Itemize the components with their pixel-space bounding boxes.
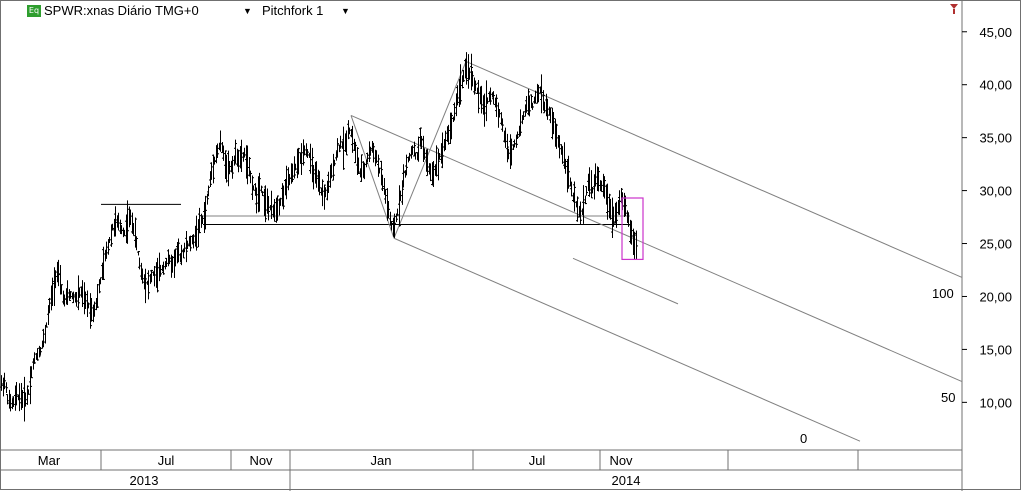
y-tick-label: 10,00: [979, 395, 1012, 410]
pitchfork-lower-line: [393, 237, 861, 442]
highlight-box[interactable]: [621, 197, 644, 261]
pitchfork-level-label: 100: [932, 286, 954, 301]
y-tick-label: 15,00: [979, 342, 1012, 357]
equity-icon: Eq: [27, 5, 41, 17]
pitchfork-upper-line: [465, 60, 963, 278]
chevron-down-icon[interactable]: ▼: [341, 6, 350, 16]
x-year-label: 2014: [612, 473, 641, 488]
x-month-label: Jan: [371, 453, 392, 468]
pitchfork-extra-line: [572, 257, 679, 305]
date-axis-separators: [100, 450, 859, 491]
y-tick-label: 25,00: [979, 237, 1012, 252]
y-tick-label: 35,00: [979, 131, 1012, 146]
x-month-label: Nov: [609, 453, 633, 468]
study-title[interactable]: Pitchfork 1: [262, 3, 324, 18]
y-tick-label: 40,00: [979, 78, 1012, 93]
date-axis: Mar Jul Nov Jan Jul Nov 2013 2014: [38, 453, 641, 488]
x-month-label: Mar: [38, 453, 61, 468]
highlight-rect: [621, 197, 644, 261]
instrument-title[interactable]: SPWR:xnas Diário TMG+0: [44, 3, 199, 18]
y-tick-label: 45,00: [979, 25, 1012, 40]
x-month-label: Jul: [158, 453, 175, 468]
x-month-label: Nov: [249, 453, 273, 468]
pitchfork-level-label: 50: [941, 390, 955, 405]
y-tick-label: 30,00: [979, 184, 1012, 199]
price-axis: 10,00 15,00 20,00 25,00 30,00 35,00 40,00 45,00: [962, 25, 1012, 410]
pitchfork-median-line: [350, 114, 963, 383]
pin-icon[interactable]: [948, 3, 960, 15]
y-tick-label: 20,00: [979, 289, 1012, 304]
x-year-label: 2013: [130, 473, 159, 488]
chevron-down-icon[interactable]: ▼: [243, 6, 252, 16]
pitchfork-pivot-line: [350, 115, 395, 239]
support-lines: [101, 203, 630, 225]
pitchfork[interactable]: [350, 60, 963, 442]
pitchfork-level-label: 0: [800, 431, 807, 446]
price-bars: [0, 52, 638, 422]
pitchfork-level-labels: 100 50 0: [800, 286, 955, 446]
x-month-label: Jul: [529, 453, 546, 468]
